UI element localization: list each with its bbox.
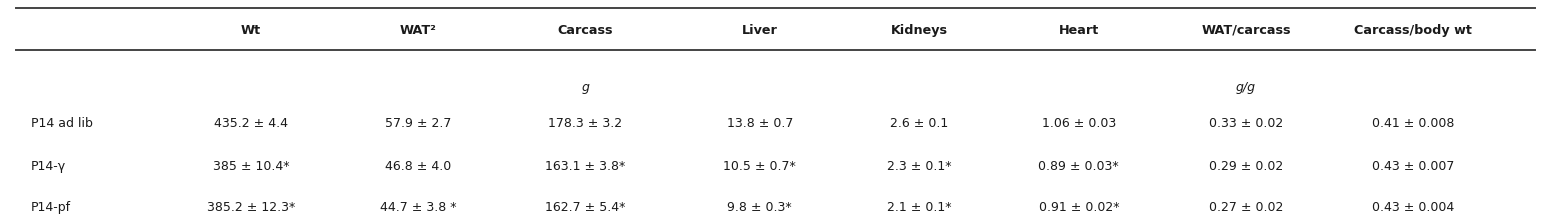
Text: 0.33 ± 0.02: 0.33 ± 0.02 [1209,118,1283,130]
Text: 435.2 ± 4.4: 435.2 ± 4.4 [214,118,288,130]
Text: 46.8 ± 4.0: 46.8 ± 4.0 [384,160,451,173]
Text: Liver: Liver [742,24,778,37]
Text: g/g: g/g [1235,81,1256,94]
Text: 0.29 ± 0.02: 0.29 ± 0.02 [1209,160,1283,173]
Text: 385 ± 10.4*: 385 ± 10.4* [212,160,290,173]
Text: Kidneys: Kidneys [891,24,947,37]
Text: 163.1 ± 3.8*: 163.1 ± 3.8* [546,160,625,173]
Text: 9.8 ± 0.3*: 9.8 ± 0.3* [727,201,792,214]
Text: Wt: Wt [240,24,260,37]
Text: WAT²: WAT² [400,24,437,37]
Text: 385.2 ± 12.3*: 385.2 ± 12.3* [206,201,294,214]
Text: 2.3 ± 0.1*: 2.3 ± 0.1* [887,160,952,173]
Text: 2.1 ± 0.1*: 2.1 ± 0.1* [887,201,952,214]
Text: Carcass: Carcass [558,24,612,37]
Text: 13.8 ± 0.7: 13.8 ± 0.7 [727,118,794,130]
Text: 2.6 ± 0.1: 2.6 ± 0.1 [890,118,949,130]
Text: g: g [581,81,589,94]
Text: 162.7 ± 5.4*: 162.7 ± 5.4* [546,201,625,214]
Text: 44.7 ± 3.8 *: 44.7 ± 3.8 * [380,201,456,214]
Text: P14 ad lib: P14 ad lib [31,118,93,130]
Text: Carcass/body wt: Carcass/body wt [1355,24,1472,37]
Text: P14-pf: P14-pf [31,201,71,214]
Text: 1.06 ± 0.03: 1.06 ± 0.03 [1042,118,1116,130]
Text: P14-γ: P14-γ [31,160,67,173]
Text: 0.27 ± 0.02: 0.27 ± 0.02 [1209,201,1283,214]
Text: 57.9 ± 2.7: 57.9 ± 2.7 [384,118,451,130]
Text: WAT/carcass: WAT/carcass [1201,24,1291,37]
Text: 0.91 ± 0.02*: 0.91 ± 0.02* [1038,201,1119,214]
Text: 0.41 ± 0.008: 0.41 ± 0.008 [1372,118,1454,130]
Text: 0.43 ± 0.007: 0.43 ± 0.007 [1372,160,1454,173]
Text: 10.5 ± 0.7*: 10.5 ± 0.7* [724,160,797,173]
Text: 0.43 ± 0.004: 0.43 ± 0.004 [1372,201,1454,214]
Text: Heart: Heart [1059,24,1099,37]
Text: 178.3 ± 3.2: 178.3 ± 3.2 [549,118,622,130]
Text: 0.89 ± 0.03*: 0.89 ± 0.03* [1038,160,1119,173]
